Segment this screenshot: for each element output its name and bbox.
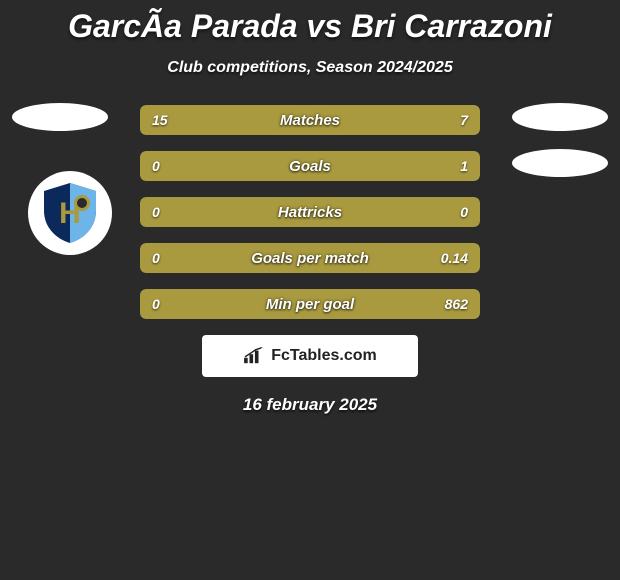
stat-bar-goals: 01Goals (140, 151, 480, 181)
bar-fill-right (140, 151, 480, 181)
comparison-content: H 157Matches 01Goals 00Hattricks 00.14Goals… (0, 105, 620, 415)
right-player-ellipse-2 (512, 149, 608, 177)
branding-badge: FcTables.com (202, 335, 418, 377)
stat-bar-goals-per-match: 00.14Goals per match (140, 243, 480, 273)
comparison-bars: 157Matches 01Goals 00Hattricks 00.14Goals p… (140, 105, 480, 319)
shield-icon: H (38, 181, 102, 245)
bar-fill-right (371, 105, 480, 135)
stat-bar-hattricks: 00Hattricks (140, 197, 480, 227)
stat-bar-matches: 157Matches (140, 105, 480, 135)
bar-fill-left (140, 105, 371, 135)
bar-chart-icon (243, 347, 265, 365)
page-subtitle: Club competitions, Season 2024/2025 (0, 59, 620, 77)
bar-fill-right (140, 289, 480, 319)
page-title: GarcÃ­a Parada vs Bri Carrazoni (0, 0, 620, 45)
club-crest: H (28, 171, 112, 255)
bar-fill-left (140, 197, 310, 227)
date-label: 16 february 2025 (0, 395, 620, 415)
left-player-ellipse (12, 103, 108, 131)
bar-fill-right (310, 197, 480, 227)
stat-bar-min-per-goal: 0862Min per goal (140, 289, 480, 319)
right-player-ellipse-1 (512, 103, 608, 131)
bar-fill-right (140, 243, 480, 273)
branding-text: FcTables.com (271, 347, 377, 365)
